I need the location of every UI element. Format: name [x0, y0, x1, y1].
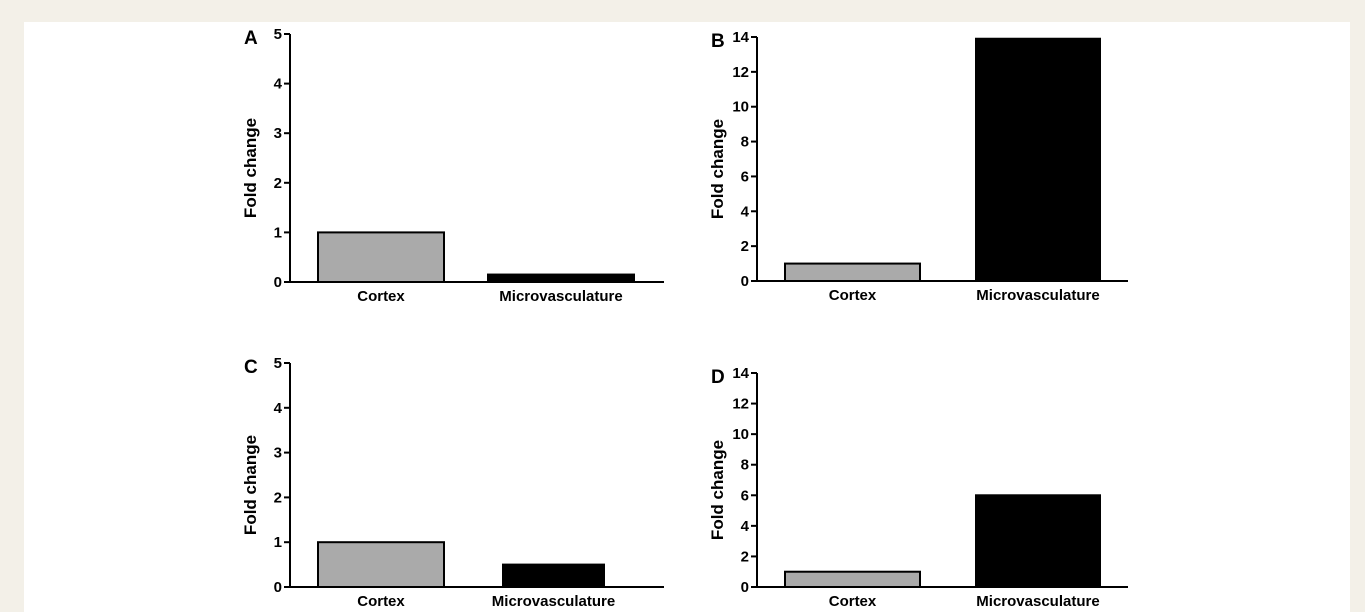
y-tick-label-c: 4: [274, 400, 283, 417]
y-axis-title-a: Fold change: [241, 118, 260, 218]
category-label-b-cortex: Cortex: [829, 287, 877, 304]
y-tick-label-c: 0: [274, 579, 282, 596]
bar-d-cortex: [784, 570, 921, 589]
category-label-d-microvasculature: Microvasculature: [976, 593, 1099, 610]
figure: 0 1 2 3 4 5 Cortex Microvasculature Fold change A…: [24, 22, 1350, 612]
y-tick-label-d: 12: [732, 396, 749, 413]
bar-b-cortex: [784, 262, 921, 282]
y-tick-label-b: 8: [741, 134, 749, 151]
y-tick-label-d: 14: [732, 365, 749, 382]
bar-c-microvasculature: [502, 563, 605, 588]
bar-a-microvasculature: [487, 273, 635, 283]
panel-letter-c: C: [244, 357, 258, 378]
category-label-a-cortex: Cortex: [357, 288, 405, 305]
y-tick-label-d: 0: [741, 579, 749, 596]
y-tick-label-a: 2: [274, 175, 282, 192]
y-tick-label-a: 0: [274, 274, 282, 291]
y-axis-title-b: Fold change: [708, 119, 727, 219]
panel-letter-a: A: [244, 28, 258, 49]
y-tick-label-d: 10: [732, 426, 749, 443]
category-label-c-microvasculature: Microvasculature: [492, 593, 615, 610]
y-tick-label-b: 12: [732, 64, 749, 81]
y-tick-label-d: 2: [741, 548, 749, 565]
y-tick-label-a: 3: [274, 125, 282, 142]
y-tick-label-a: 1: [274, 224, 282, 241]
y-tick-label-a: 4: [274, 76, 283, 93]
panel-letter-d: D: [711, 367, 725, 388]
y-tick-label-b: 6: [741, 168, 749, 185]
y-tick-label-d: 4: [741, 518, 750, 535]
bar-a-cortex: [317, 231, 445, 283]
y-tick-label-c: 2: [274, 489, 282, 506]
y-tick-label-a: 5: [274, 26, 282, 43]
panel-letter-b: B: [711, 31, 725, 52]
y-tick-label-b: 2: [741, 238, 749, 255]
y-tick-label-b: 14: [732, 29, 749, 46]
category-label-b-microvasculature: Microvasculature: [976, 287, 1099, 304]
bar-b-microvasculature: [975, 37, 1101, 282]
y-tick-label-c: 5: [274, 355, 282, 372]
y-axis-title-c: Fold change: [241, 435, 260, 535]
category-label-c-cortex: Cortex: [357, 593, 405, 610]
y-tick-label-c: 1: [274, 534, 282, 551]
bar-d-microvasculature: [975, 494, 1101, 588]
y-tick-label-d: 8: [741, 457, 749, 474]
category-label-a-microvasculature: Microvasculature: [499, 288, 622, 305]
bar-c-cortex: [317, 541, 445, 589]
y-tick-label-c: 3: [274, 445, 282, 462]
y-tick-label-b: 10: [732, 99, 749, 116]
y-axis-title-d: Fold change: [708, 440, 727, 540]
y-tick-label-b: 4: [741, 203, 750, 220]
y-tick-label-d: 6: [741, 487, 749, 504]
category-label-d-cortex: Cortex: [829, 593, 877, 610]
y-tick-label-b: 0: [741, 273, 749, 290]
